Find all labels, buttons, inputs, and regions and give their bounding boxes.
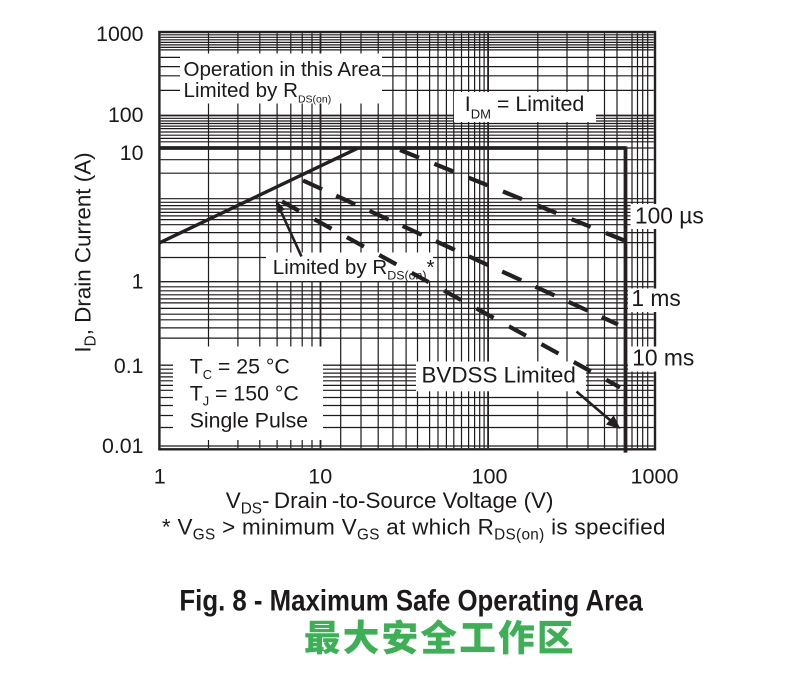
svg-text:Single Pulse: Single Pulse [190, 408, 308, 432]
svg-text:0.1: 0.1 [114, 354, 144, 378]
svg-text:ID, Drain Current (A): ID, Drain Current (A) [71, 152, 100, 352]
svg-text:10 ms: 10 ms [632, 344, 694, 370]
svg-text:1: 1 [154, 464, 166, 489]
svg-text:1000: 1000 [96, 22, 144, 46]
svg-text:VDS- Drain -to-Source Voltage: VDS- Drain -to-Source Voltage (V) [226, 488, 554, 517]
svg-text:1000: 1000 [630, 464, 678, 489]
svg-text:* VGS > minimum VGS at which: * VGS > minimum VGS at which RDS(on) is … [162, 515, 666, 544]
svg-text:1: 1 [132, 269, 144, 293]
svg-text:10: 10 [308, 464, 332, 489]
svg-text:100: 100 [108, 103, 144, 127]
svg-text:Operation in this Area: Operation in this Area [184, 58, 382, 81]
svg-text:0.01: 0.01 [102, 434, 143, 458]
svg-text:1 ms: 1 ms [631, 285, 680, 311]
svg-text:TC = 25 °C: TC = 25 °C [190, 355, 290, 382]
svg-text:100: 100 [471, 464, 507, 489]
svg-text:10: 10 [120, 141, 144, 165]
svg-text:BVDSS Limited: BVDSS Limited [422, 362, 576, 387]
svg-text:100 µs: 100 µs [635, 203, 704, 229]
svg-text:Fig. 8 - Maximum Safe Operatin: Fig. 8 - Maximum Safe Operating Area [179, 584, 643, 617]
